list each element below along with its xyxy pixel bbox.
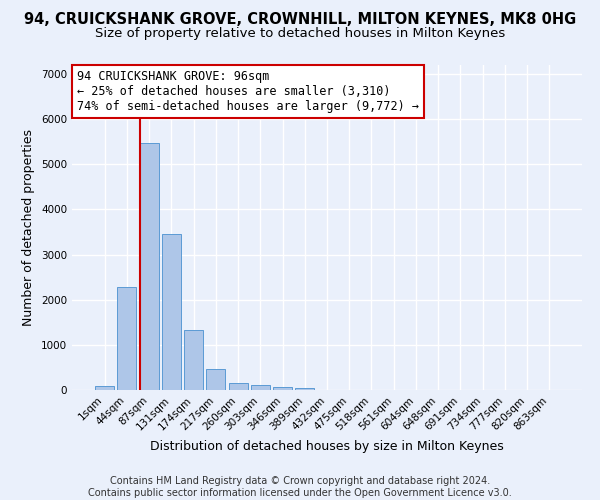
Bar <box>206 369 225 390</box>
Text: Size of property relative to detached houses in Milton Keynes: Size of property relative to detached ho… <box>95 28 505 40</box>
Bar <box>273 387 292 390</box>
Bar <box>184 330 203 390</box>
Bar <box>229 383 248 390</box>
Bar <box>118 287 136 390</box>
Bar <box>162 234 181 390</box>
Bar <box>295 388 314 390</box>
Text: 94 CRUICKSHANK GROVE: 96sqm
← 25% of detached houses are smaller (3,310)
74% of : 94 CRUICKSHANK GROVE: 96sqm ← 25% of det… <box>77 70 419 113</box>
Bar <box>251 385 270 390</box>
Bar <box>140 142 158 390</box>
Bar <box>95 386 114 390</box>
Text: 94, CRUICKSHANK GROVE, CROWNHILL, MILTON KEYNES, MK8 0HG: 94, CRUICKSHANK GROVE, CROWNHILL, MILTON… <box>24 12 576 28</box>
Y-axis label: Number of detached properties: Number of detached properties <box>22 129 35 326</box>
Text: Contains HM Land Registry data © Crown copyright and database right 2024.
Contai: Contains HM Land Registry data © Crown c… <box>88 476 512 498</box>
X-axis label: Distribution of detached houses by size in Milton Keynes: Distribution of detached houses by size … <box>150 440 504 453</box>
